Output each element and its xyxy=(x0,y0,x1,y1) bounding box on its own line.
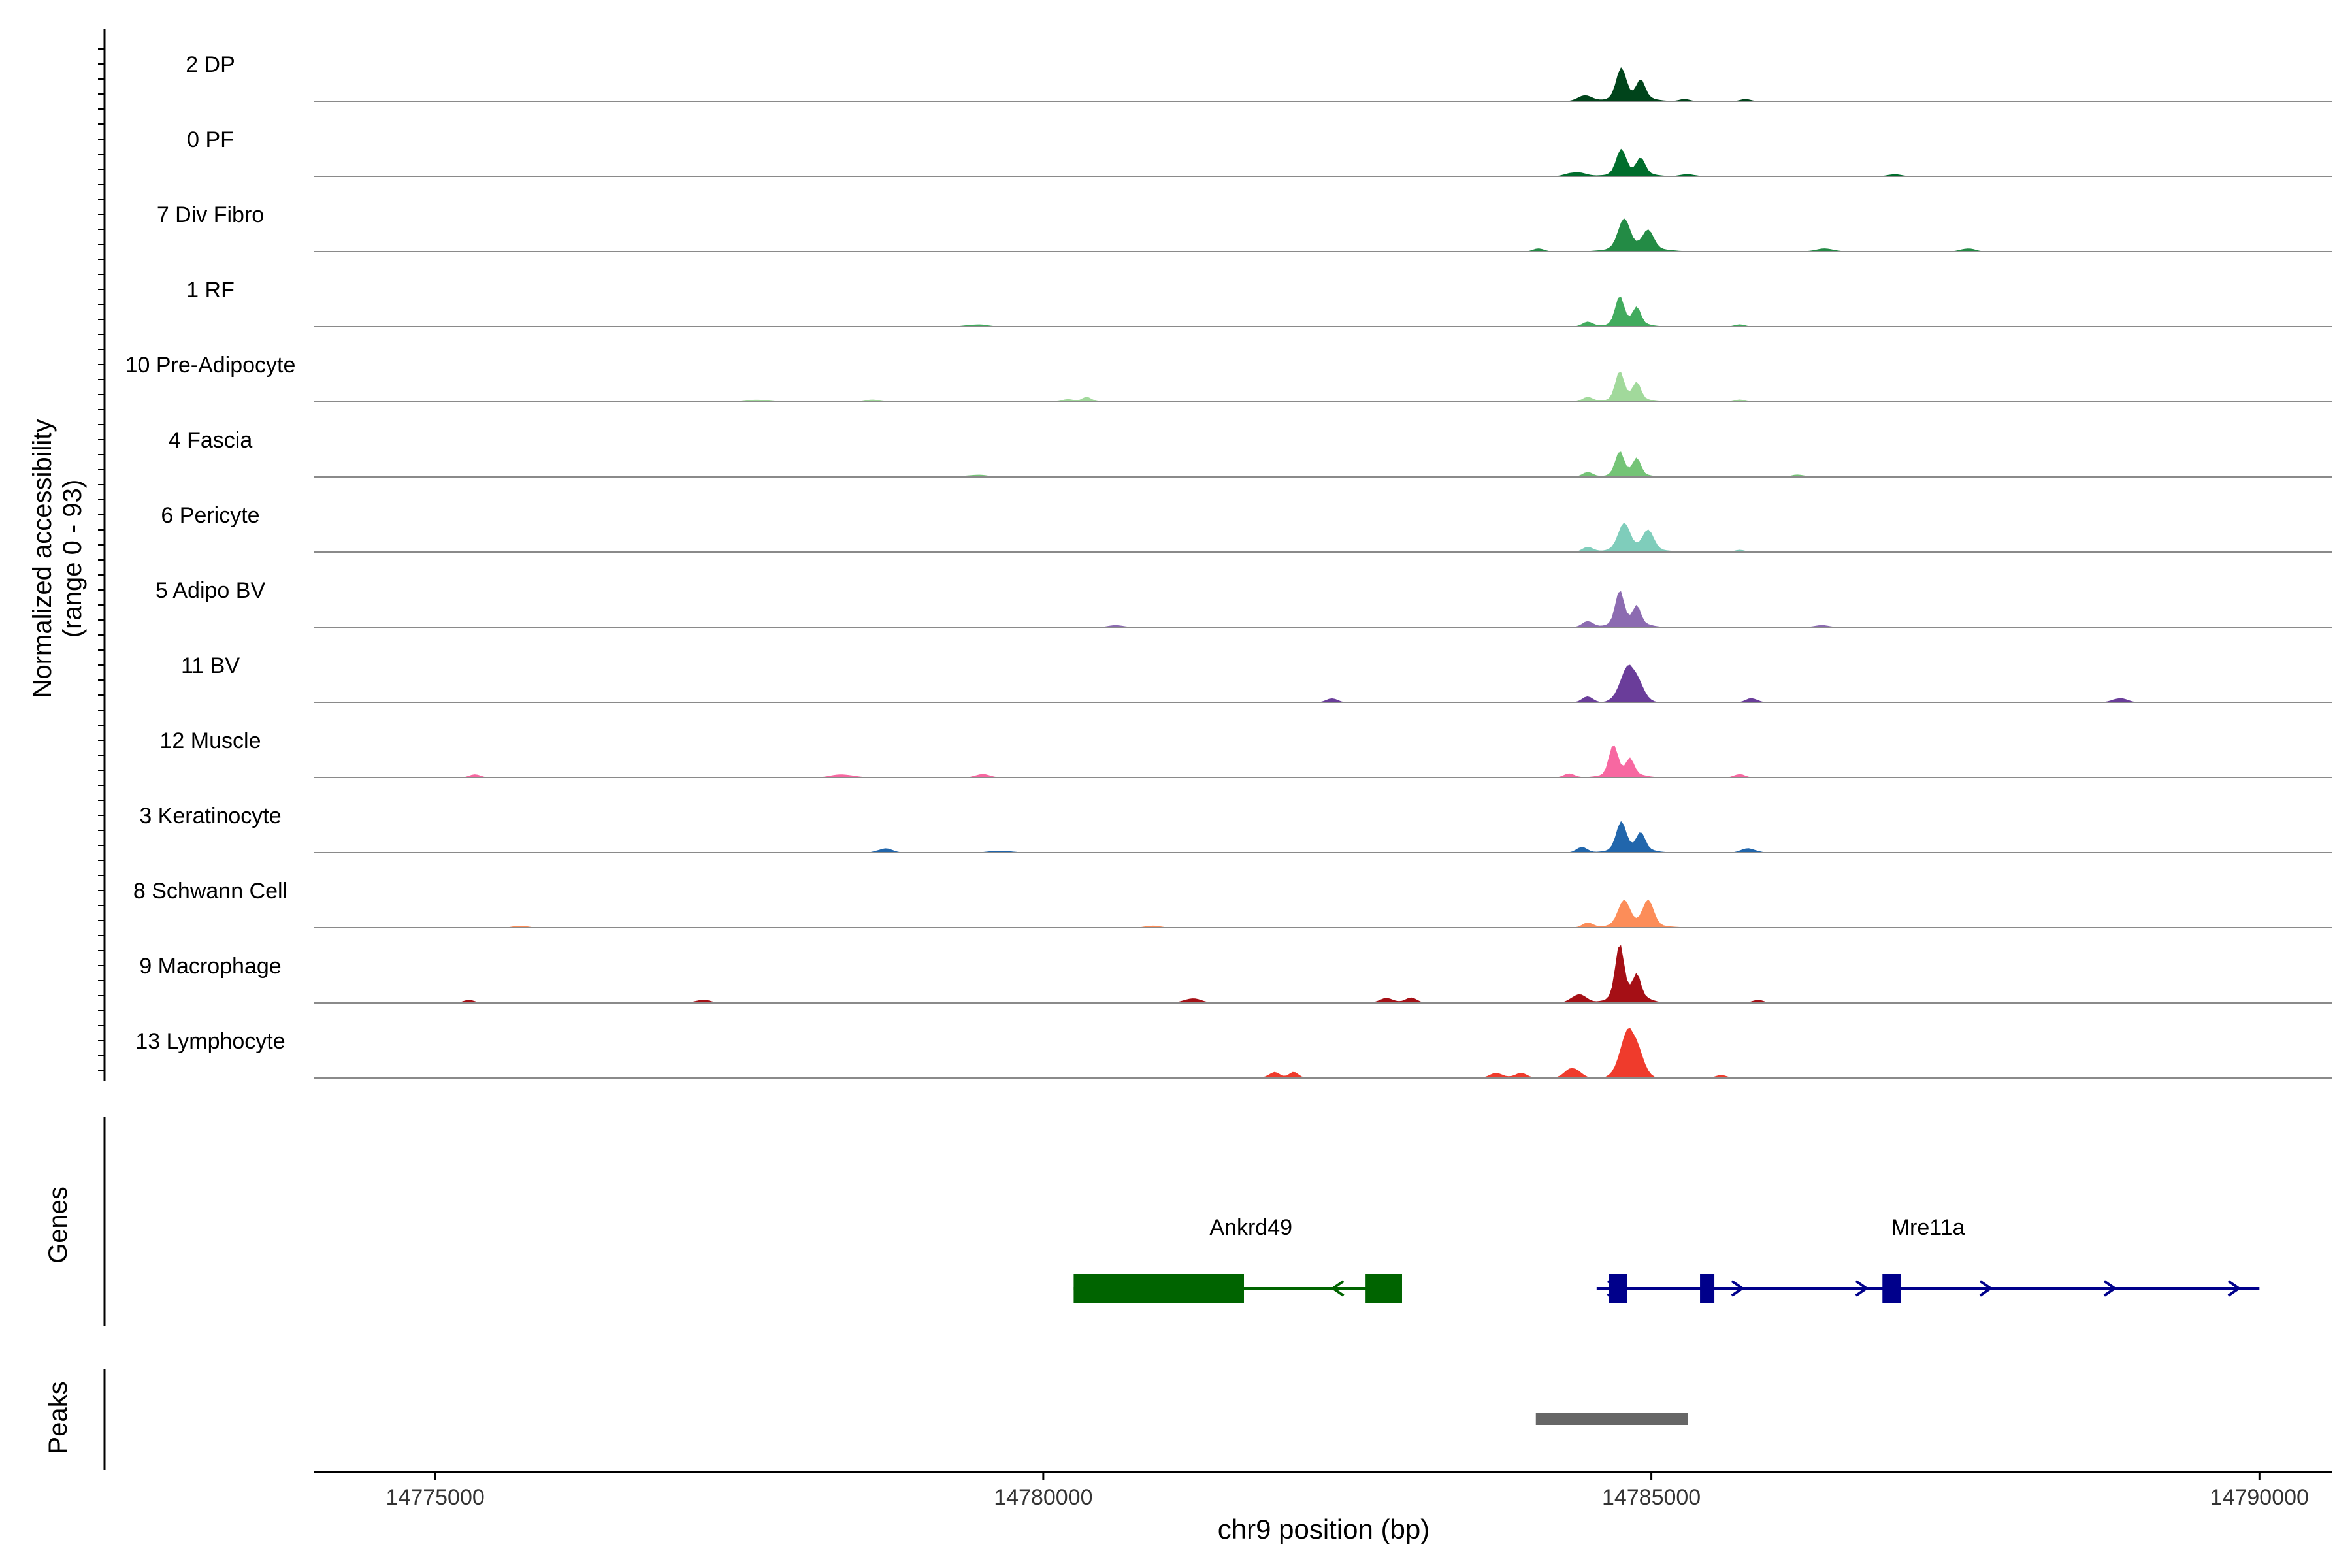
track-label: 10 Pre-Adipocyte xyxy=(125,353,296,378)
y-axis-title-line2: (range 0 - 93) xyxy=(58,480,87,638)
track-label: 3 Keratinocyte xyxy=(139,804,281,828)
x-axis: 14775000 14780000 14785000 14790000 xyxy=(314,1471,2332,1510)
x-tick-label: 14785000 xyxy=(1602,1485,1701,1510)
track-13: 13 Lymphocyte xyxy=(135,1028,2332,1079)
genes-panel-title: Genes xyxy=(44,1186,73,1264)
track-label: 8 Schwann Cell xyxy=(133,879,287,904)
track-label: 11 BV xyxy=(181,653,240,678)
x-tick-label: 14790000 xyxy=(2210,1485,2309,1510)
track-4: 10 Pre-Adipocyte xyxy=(125,353,2332,402)
track-10: 3 Keratinocyte xyxy=(139,804,2332,853)
gene-label: Mre11a xyxy=(1891,1215,1965,1240)
coverage-area xyxy=(314,218,2332,252)
coverage-area xyxy=(314,296,2332,327)
gene-mre11a: Mre11a xyxy=(1596,1215,2260,1303)
track-label: 2 DP xyxy=(186,52,235,77)
track-12: 9 Macrophage xyxy=(139,945,2332,1004)
exon xyxy=(1882,1274,1901,1303)
strand-arrow xyxy=(2227,1280,2242,1297)
track-label: 9 Macrophage xyxy=(139,954,281,979)
track-label: 7 Div Fibro xyxy=(157,203,264,227)
coverage-area xyxy=(314,148,2332,176)
coverage-tracks: 2 DP 0 PF 7 Div Fibro 1 RF 10 Pre-Adipocyte 4… xyxy=(125,52,2332,1079)
track-3: 1 RF xyxy=(186,278,2332,327)
track-label: 12 Muscle xyxy=(160,728,261,753)
track-0: 2 DP xyxy=(186,52,2332,102)
x-tick-label: 14775000 xyxy=(386,1485,485,1510)
coverage-area xyxy=(314,451,2332,477)
exon xyxy=(1365,1274,1402,1303)
track-label: 1 RF xyxy=(186,278,235,302)
y-axis-title-line1: Normalized accessibility xyxy=(28,419,57,698)
peaks-panel-title: Peaks xyxy=(44,1381,73,1454)
coverage-area xyxy=(314,945,2332,1003)
track-2: 7 Div Fibro xyxy=(157,203,2332,252)
peak-panel xyxy=(103,1369,1688,1470)
track-5: 4 Fascia xyxy=(169,428,2332,478)
peak-region xyxy=(1535,1413,1688,1425)
track-8: 11 BV xyxy=(181,653,2332,703)
x-axis-title: chr9 position (bp) xyxy=(1218,1514,1430,1544)
coverage-area xyxy=(314,899,2332,928)
track-label: 0 PF xyxy=(187,127,234,152)
gene-label: Ankrd49 xyxy=(1209,1215,1292,1240)
track-label: 6 Pericyte xyxy=(161,503,259,528)
strand-arrow xyxy=(1979,1280,1993,1297)
strand-arrow xyxy=(2103,1280,2117,1297)
track-7: 5 Adipo BV xyxy=(155,578,2332,628)
coverage-area xyxy=(314,821,2332,853)
coverage-area xyxy=(314,591,2332,627)
track-label: 13 Lymphocyte xyxy=(135,1029,285,1054)
gene-ankrd49: Ankrd49 xyxy=(1073,1215,1402,1303)
strand-arrow xyxy=(1855,1280,1869,1297)
track-label: 5 Adipo BV xyxy=(155,578,266,603)
coverage-area xyxy=(314,67,2332,101)
track-1: 0 PF xyxy=(187,127,2332,177)
exon xyxy=(1700,1274,1715,1303)
exon xyxy=(1609,1274,1627,1303)
coverage-area xyxy=(314,1028,2332,1078)
track-label: 4 Fascia xyxy=(169,428,253,453)
coverage-area xyxy=(314,371,2332,402)
strand-arrow xyxy=(1330,1280,1345,1297)
track-9: 12 Muscle xyxy=(160,728,2332,778)
track-11: 8 Schwann Cell xyxy=(133,879,2332,928)
coverage-area xyxy=(314,745,2332,777)
x-tick-label: 14780000 xyxy=(994,1485,1092,1510)
coverage-area xyxy=(314,522,2332,552)
exon xyxy=(1073,1274,1245,1303)
track-6: 6 Pericyte xyxy=(161,503,2332,553)
strand-arrow xyxy=(1731,1280,1745,1297)
y-axis xyxy=(98,29,106,1081)
coverage-area xyxy=(314,664,2332,702)
gene-annotation-panel: Ankrd49 Mre11a xyxy=(103,1117,2260,1326)
